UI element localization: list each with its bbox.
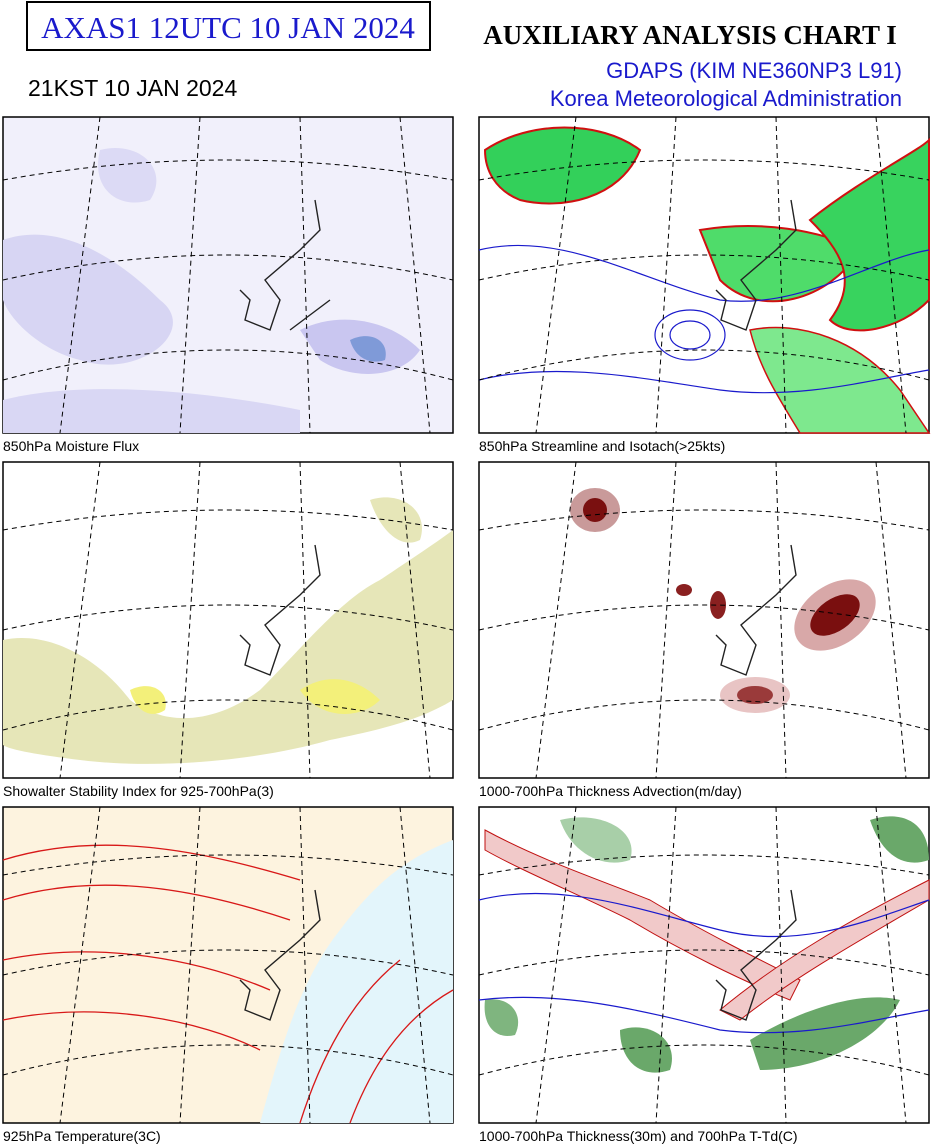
map-panel <box>478 116 931 434</box>
map-panel <box>2 116 454 434</box>
panel-caption: Showalter Stability Index for 925-700hPa… <box>3 783 274 799</box>
agency-name: Korea Meteorological Administration <box>550 86 902 111</box>
chart-title: AUXILIARY ANALYSIS CHART I <box>483 20 896 50</box>
panel-caption: 925hPa Temperature(3C) <box>3 1128 161 1144</box>
panel-caption: 1000-700hPa Thickness(30m) and 700hPa T-… <box>479 1128 798 1144</box>
panel-caption: 850hPa Moisture Flux <box>3 438 139 454</box>
panel-caption: 850hPa Streamline and Isotach(>25kts) <box>479 438 725 454</box>
map-panel <box>2 461 454 779</box>
map-panel <box>2 806 454 1124</box>
model-name: GDAPS (KIM NE360NP3 L91) <box>606 58 902 83</box>
panel-caption: 1000-700hPa Thickness Advection(m/day) <box>479 783 742 799</box>
chart-code: AXAS1 12UTC 10 JAN 2024 <box>41 10 415 45</box>
code-box <box>26 1 431 51</box>
local-time: 21KST 10 JAN 2024 <box>28 75 237 101</box>
map-panel <box>478 461 930 779</box>
map-panel <box>478 806 930 1124</box>
